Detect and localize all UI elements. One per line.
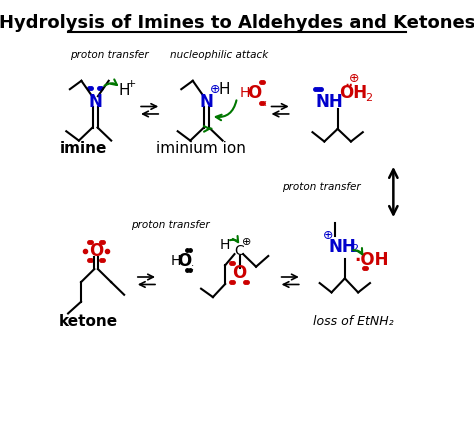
Text: NH: NH (316, 93, 343, 111)
Text: ⊕: ⊕ (242, 237, 251, 247)
Text: :: : (191, 262, 194, 272)
Text: H: H (220, 238, 230, 252)
Text: ketone: ketone (58, 314, 118, 329)
Text: iminium ion: iminium ion (156, 141, 246, 156)
Text: +: + (127, 78, 137, 89)
Text: proton transfer: proton transfer (282, 182, 361, 192)
Text: H: H (240, 86, 250, 100)
Text: :: : (264, 98, 267, 108)
Text: proton transfer: proton transfer (131, 220, 210, 230)
Text: loss of EtNH₂: loss of EtNH₂ (313, 315, 394, 328)
Text: ⊕: ⊕ (323, 229, 333, 242)
Text: H: H (219, 82, 230, 97)
Text: imine: imine (59, 141, 107, 156)
Text: C: C (235, 244, 245, 258)
Text: H: H (119, 83, 130, 98)
Text: ⊕: ⊕ (210, 83, 221, 96)
Text: N: N (88, 93, 102, 111)
Text: O: O (177, 252, 191, 270)
Text: N: N (200, 93, 213, 111)
Text: H: H (171, 253, 181, 268)
Text: NH: NH (328, 238, 356, 256)
Text: nucleophilic attack: nucleophilic attack (170, 50, 268, 60)
Text: ⊕: ⊕ (349, 72, 360, 86)
Text: Hydrolysis of Imines to Aldehydes and Ketones: Hydrolysis of Imines to Aldehydes and Ke… (0, 14, 474, 32)
Text: ÖH: ÖH (339, 84, 367, 102)
Text: O: O (247, 84, 261, 102)
Text: 2: 2 (351, 245, 358, 254)
Text: proton transfer: proton transfer (70, 50, 149, 60)
Text: O: O (89, 242, 103, 260)
Text: ⋅OH: ⋅OH (355, 251, 389, 269)
Text: O: O (232, 264, 246, 282)
Text: 2: 2 (365, 92, 373, 103)
